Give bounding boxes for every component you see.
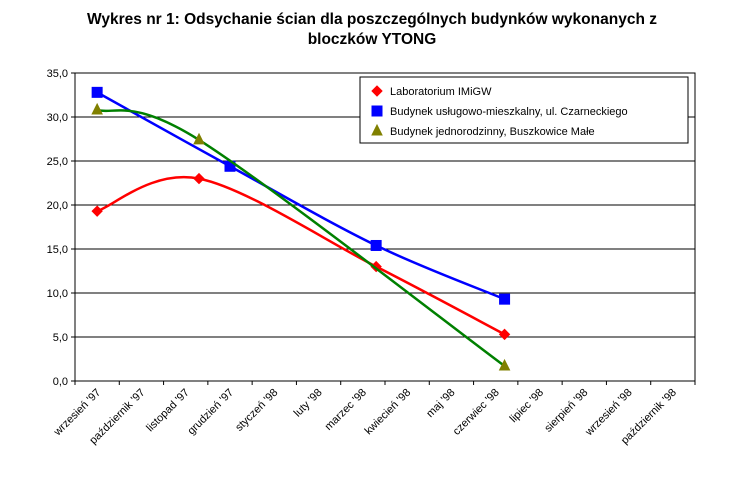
data-point [193, 132, 205, 145]
x-tick-label: marzec '98 [323, 387, 369, 433]
x-tick-label: styczeń '98 [233, 387, 280, 434]
y-tick-label: 20,0 [47, 200, 68, 212]
series-budynek-jednorodzinny [91, 102, 511, 371]
y-tick-label: 0,0 [53, 376, 68, 388]
y-tick-label: 5,0 [53, 332, 68, 344]
y-tick-label: 30,0 [47, 112, 68, 124]
legend-box [359, 76, 689, 144]
x-tick-label: sierpień '98 [542, 387, 590, 435]
legend-marker [371, 105, 383, 117]
series-budynek-uslugowy [91, 86, 511, 305]
series-line [96, 91, 506, 301]
data-point [370, 239, 382, 251]
data-point [498, 358, 511, 371]
chart-title-line-2: bloczków YTONG [307, 31, 437, 48]
data-point [91, 205, 103, 217]
x-tick-label: lipiec '98 [508, 387, 547, 426]
x-tick-label: luty '98 [292, 387, 325, 420]
y-tick-label: 15,0 [47, 244, 68, 256]
x-tick-label: czerwiec '98 [451, 387, 502, 438]
series-laboratorium [91, 172, 511, 341]
series-group [91, 86, 511, 371]
x-tick-label: kwiecień '98 [363, 387, 414, 438]
legend-entry: Budynek usługowo-mieszkalny, ul. Czarnec… [390, 106, 628, 118]
legend-entry: Budynek jednorodzinny, Buszkowice Małe [390, 126, 595, 138]
y-tick-label: 25,0 [47, 156, 68, 168]
data-point [91, 86, 103, 98]
x-tick-label: listopad '97 [144, 387, 192, 435]
data-point [498, 328, 511, 341]
data-point [499, 293, 511, 305]
legend: Laboratorium IMiGW Budynek usługowo-miesz… [359, 76, 689, 144]
x-tick-label: maj '98 [424, 387, 457, 420]
legend-marker [371, 123, 383, 136]
data-point [91, 102, 103, 115]
y-tick-label: 35,0 [47, 68, 68, 80]
data-point [193, 172, 205, 185]
series-line [96, 108, 506, 368]
chart-title: Wykres nr 1: Odsychanie ścian dla poszcz… [0, 10, 744, 50]
chart-title-line-1: Wykres nr 1: Odsychanie ścian dla poszcz… [87, 11, 657, 28]
legend-entry: Laboratorium IMiGW [390, 86, 492, 98]
series-line [96, 175, 506, 336]
x-tick-label: grudzień '97 [185, 387, 236, 438]
y-tick-label: 10,0 [47, 288, 68, 300]
legend-marker [371, 85, 383, 97]
